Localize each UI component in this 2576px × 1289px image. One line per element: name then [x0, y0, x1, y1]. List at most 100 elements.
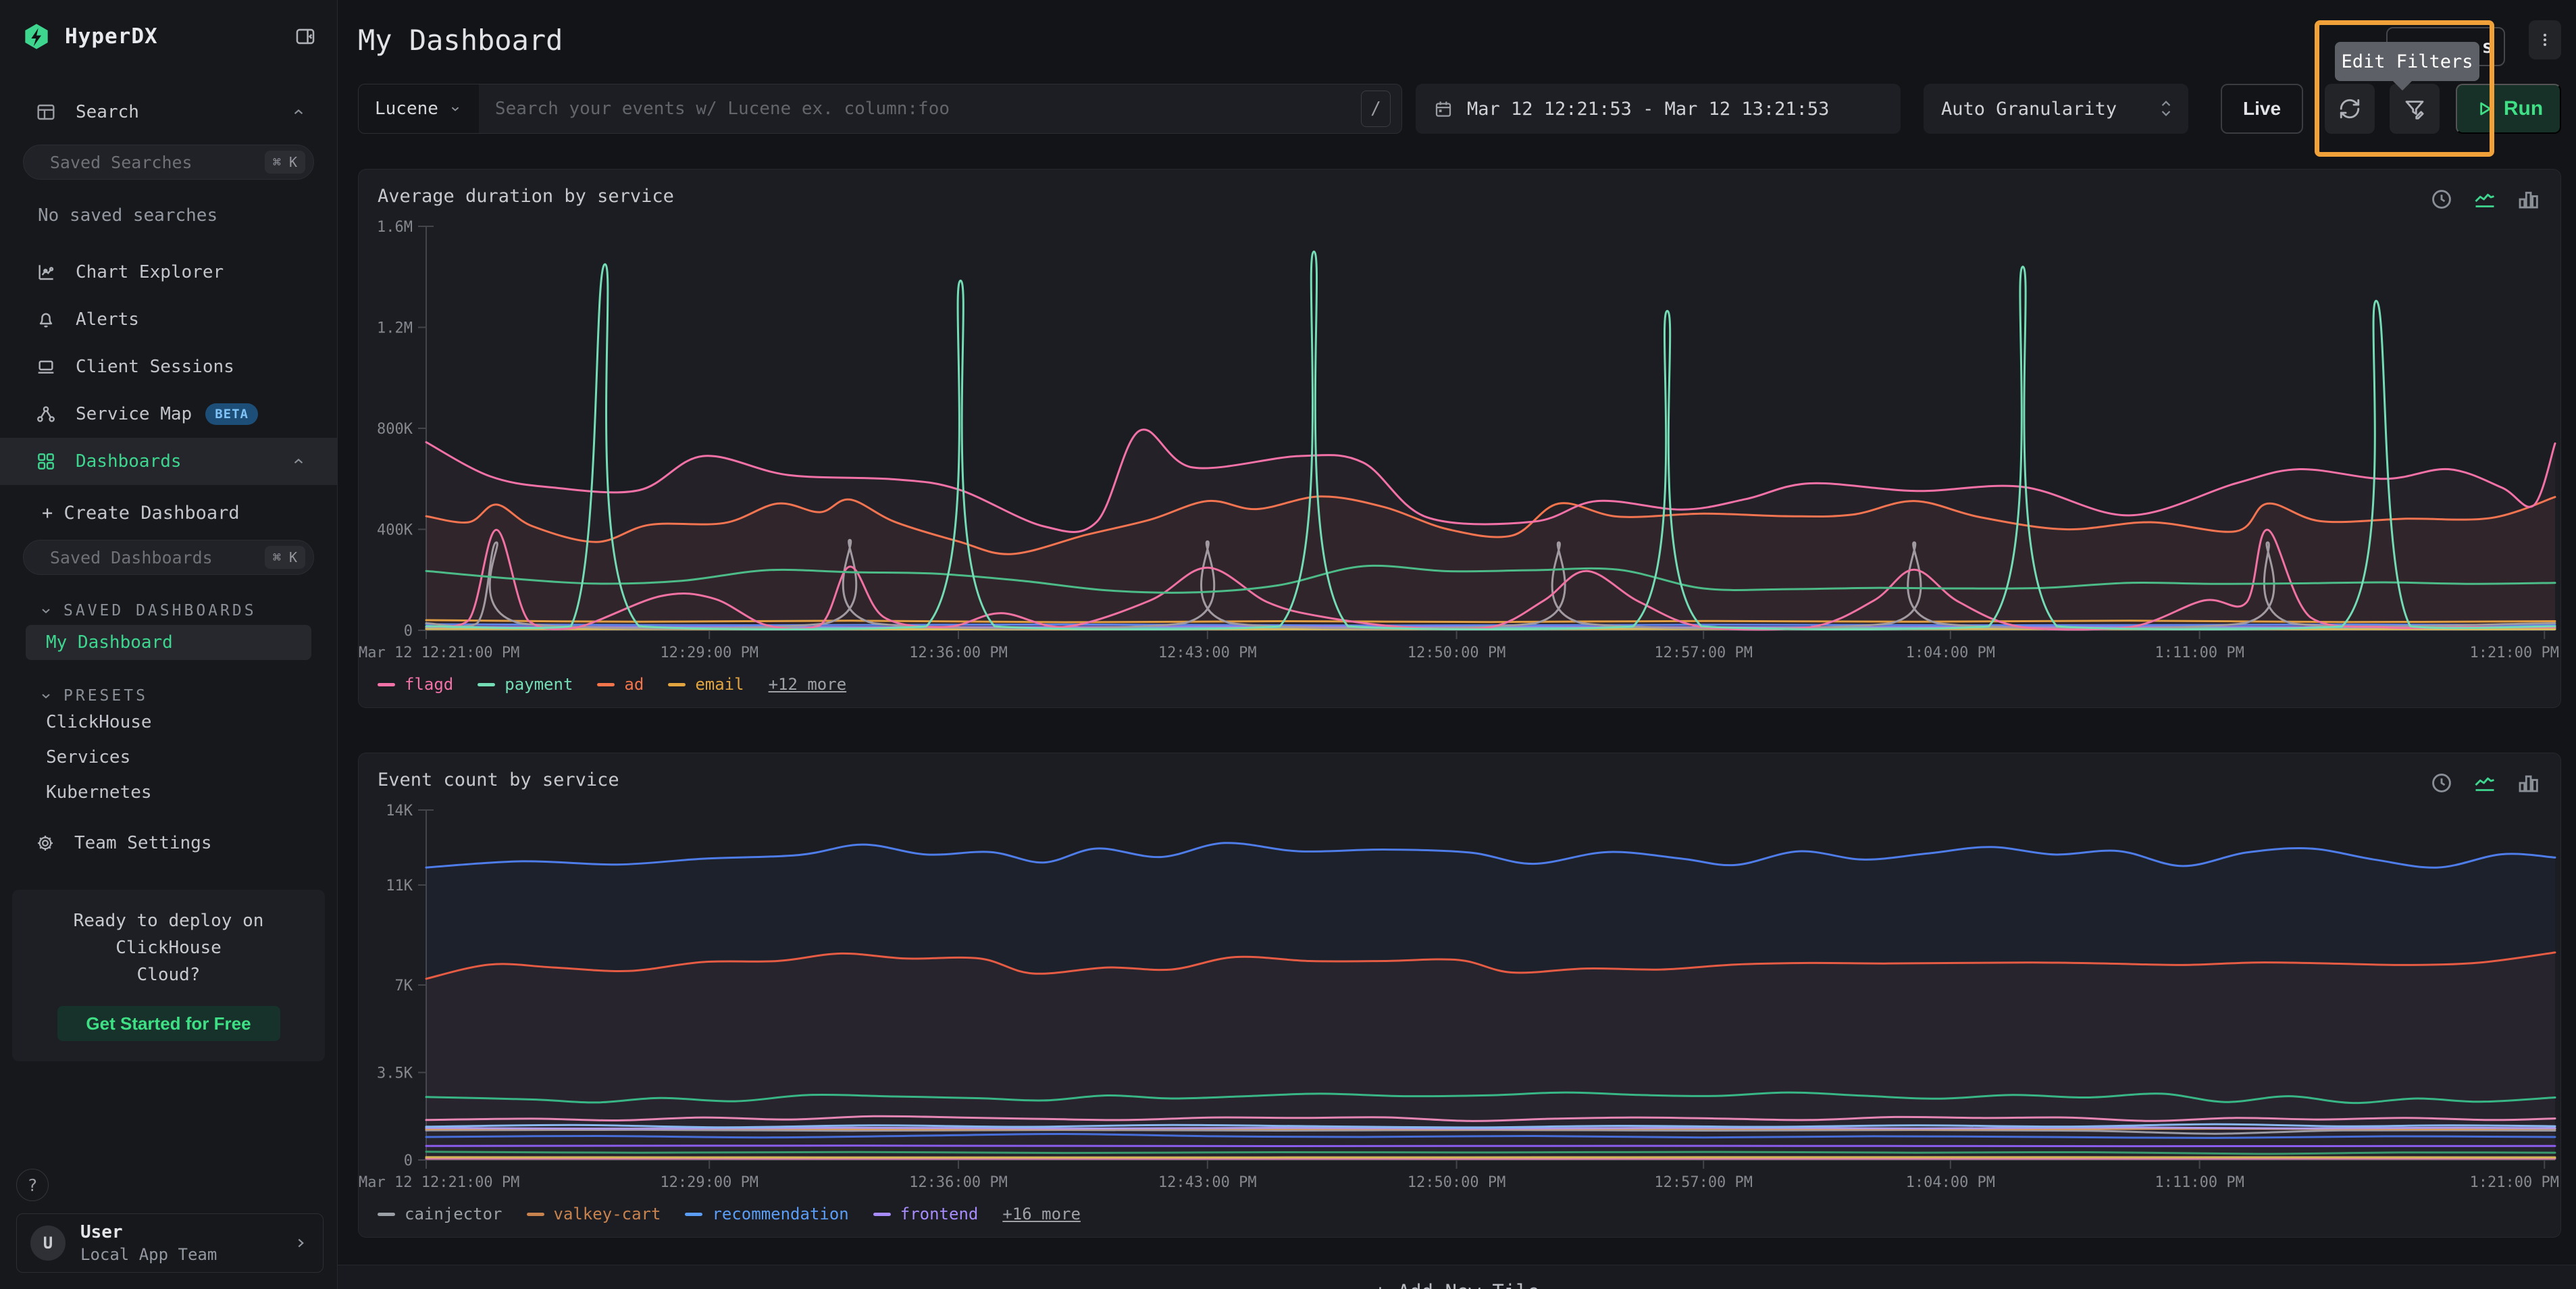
sidebar-item-label: Client Sessions [76, 357, 234, 377]
event-count-chart[interactable]: 03.5K7K11K14KMar 12 12:21:00 PM12:29:00 … [359, 799, 2560, 1196]
legend-label: email [695, 675, 744, 694]
grid-icon [35, 451, 57, 472]
get-started-button[interactable]: Get Started for Free [57, 1006, 280, 1041]
event-search-input[interactable] [479, 84, 1361, 133]
cloud-card-text-line1: Ready to deploy on ClickHouse [24, 907, 313, 961]
saved-dashboards-input[interactable]: ⌘ K [23, 540, 314, 575]
legend-more-link[interactable]: +16 more [1002, 1205, 1081, 1223]
chevron-up-icon[interactable] [290, 103, 307, 121]
time-range-icon[interactable] [2429, 771, 2454, 795]
refresh-button[interactable] [2325, 84, 2375, 134]
x-tick-label: Mar 12 12:21:00 PM [359, 1174, 519, 1191]
sidebar-item-service-map[interactable]: Service MapBETA [0, 390, 337, 438]
sidebar-item-label: Kubernetes [46, 782, 152, 803]
sidebar-item-chart-explorer[interactable]: Chart Explorer [0, 249, 337, 296]
sidebar-item-my-dashboard[interactable]: My Dashboard [26, 625, 311, 660]
section-header-presets[interactable]: PRESETS [0, 687, 337, 705]
sidebar-item-dashboards[interactable]: Dashboards [0, 438, 337, 485]
date-range-picker[interactable]: Mar 12 12:21:53 - Mar 12 13:21:53 [1416, 84, 1901, 134]
tile-toolbar [2429, 771, 2540, 795]
bar-chart-icon[interactable] [2516, 187, 2540, 211]
calendar-icon [1433, 99, 1453, 119]
sidebar-sections: SAVED DASHBOARDS My Dashboard PRESETSClick… [0, 575, 337, 810]
sidebar-item-alerts[interactable]: Alerts [0, 296, 337, 343]
run-button[interactable]: Run [2456, 84, 2561, 134]
sidebar-item-services[interactable]: Services [26, 740, 311, 775]
legend-item-email[interactable]: email [668, 675, 744, 694]
x-tick-label: 12:43:00 PM [1158, 644, 1257, 661]
sidebar-item-client-sessions[interactable]: Client Sessions [0, 343, 337, 390]
app-title: HyperDX [65, 24, 158, 49]
query-language-select[interactable]: Lucene [359, 84, 479, 133]
legend-swatch [527, 1213, 544, 1216]
x-tick-label: 1:04:00 PM [1906, 1174, 1995, 1191]
legend-item-cainjector[interactable]: cainjector [378, 1205, 503, 1223]
create-dashboard-button[interactable]: + Create Dashboard [0, 503, 337, 524]
x-tick-label: 1:11:00 PM [2155, 644, 2244, 661]
x-tick-label: 1:21:00 PM [2470, 1174, 2559, 1191]
section-title: SAVED DASHBOARDS [63, 602, 257, 620]
legend-label: recommendation [712, 1205, 848, 1223]
select-chevrons-icon [2159, 97, 2173, 120]
page-title: My Dashboard [358, 24, 563, 57]
live-button[interactable]: Live [2221, 84, 2303, 134]
partial-button-text: s [2482, 36, 2493, 57]
legend-label: payment [505, 675, 573, 694]
sidebar-item-kubernetes[interactable]: Kubernetes [26, 775, 311, 810]
sidebar-nav: Chart Explorer Alerts Client Sessions Servi… [0, 249, 337, 485]
sidebar-collapse-icon[interactable] [294, 25, 317, 48]
legend-item-recommendation[interactable]: recommendation [685, 1205, 848, 1223]
duration-chart[interactable]: 0400K800K1.2M1.6MMar 12 12:21:00 PM12:29… [359, 216, 2560, 667]
y-tick-label: 0 [404, 1153, 413, 1169]
sidebar-item-clickhouse[interactable]: ClickHouse [26, 705, 311, 740]
y-tick-label: 1.2M [377, 320, 413, 337]
legend-label: cainjector [405, 1205, 503, 1223]
tile-title: Event count by service [359, 769, 2560, 799]
saved-dashboards-field[interactable] [50, 548, 265, 567]
sidebar-item-label: Search [76, 102, 139, 122]
bar-chart-icon[interactable] [2516, 771, 2540, 795]
time-range-icon[interactable] [2429, 187, 2454, 211]
legend-swatch [378, 683, 395, 686]
add-new-tile-button[interactable]: + Add New Tile [338, 1265, 2576, 1289]
play-icon [2474, 99, 2494, 119]
y-tick-label: 1.6M [377, 219, 413, 236]
line-chart-icon[interactable] [2473, 771, 2497, 795]
tile-toolbar [2429, 187, 2540, 211]
sidebar-item-search[interactable]: Search [0, 96, 337, 128]
sidebar-item-label: Chart Explorer [76, 262, 224, 282]
legend-label: +16 more [1002, 1205, 1081, 1223]
legend-item-ad[interactable]: ad [597, 675, 644, 694]
logo-row: HyperDX [0, 12, 337, 61]
avatar: U [30, 1225, 66, 1261]
dashboard-more-button[interactable] [2529, 20, 2561, 59]
query-language-value: Lucene [375, 99, 438, 119]
x-tick-label: 12:36:00 PM [909, 644, 1008, 661]
line-chart-icon[interactable] [2473, 187, 2497, 211]
y-tick-label: 14K [386, 803, 413, 819]
legend-item-valkey-cart[interactable]: valkey-cart [527, 1205, 661, 1223]
granularity-select[interactable]: Auto Granularity [1924, 84, 2188, 134]
legend-item-frontend[interactable]: frontend [873, 1205, 979, 1223]
legend-label: flagd [405, 675, 453, 694]
x-tick-label: 1:21:00 PM [2470, 644, 2559, 661]
sidebar-item-team-settings[interactable]: Team Settings [0, 825, 337, 861]
legend-more-link[interactable]: +12 more [769, 675, 847, 694]
sidebar-item-label: My Dashboard [46, 632, 173, 653]
help-button[interactable]: ? [16, 1169, 49, 1201]
legend-item-flagd[interactable]: flagd [378, 675, 453, 694]
section-title: PRESETS [63, 687, 148, 705]
section-header-saved-dashboards[interactable]: SAVED DASHBOARDS [0, 602, 337, 620]
x-tick-label: 12:57:00 PM [1654, 644, 1753, 661]
saved-searches-field[interactable] [50, 153, 265, 172]
sidebar-item-label: Team Settings [74, 833, 212, 853]
user-menu[interactable]: U User Local App Team [16, 1213, 324, 1273]
bell-icon [35, 309, 57, 330]
edit-filters-button[interactable] [2390, 84, 2440, 134]
query-controls: Lucene / Mar 12 12:21:53 - Mar 12 13:21:… [358, 84, 2561, 134]
legend-item-payment[interactable]: payment [478, 675, 573, 694]
saved-searches-input[interactable]: ⌘ K [23, 145, 314, 180]
chevron-up-icon [290, 453, 307, 470]
y-tick-label: 7K [395, 978, 413, 994]
sidebar-item-label: Alerts [76, 309, 139, 330]
